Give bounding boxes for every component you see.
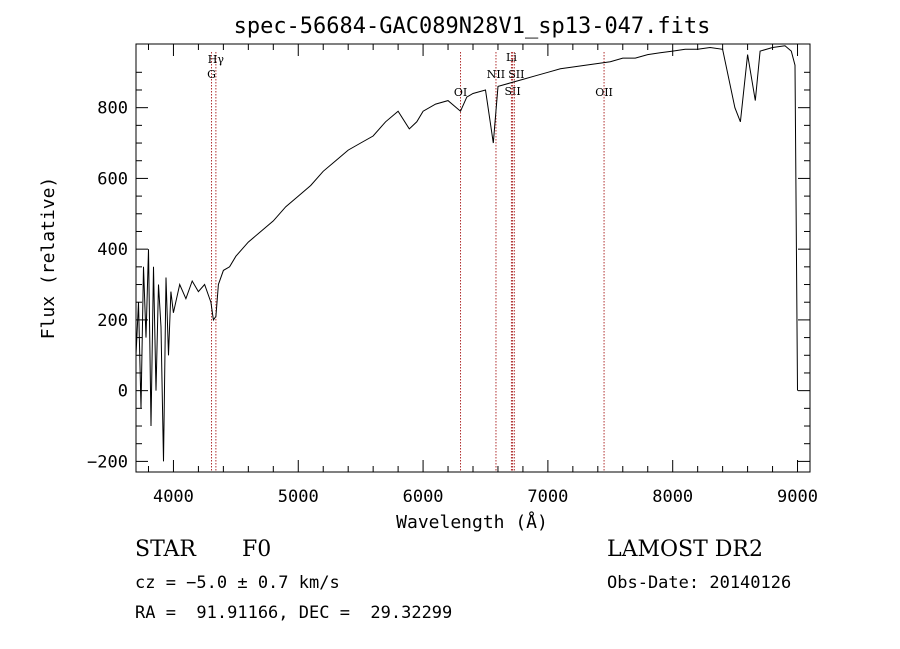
- observation-date: Obs-Date: 20140126: [607, 573, 792, 593]
- x-axis: 4000 5000 6000 7000 8000 9000: [147, 44, 818, 507]
- line-marker-label: Li: [506, 51, 517, 64]
- y-tick-label: 0: [118, 382, 128, 402]
- line-marker-label: OI: [454, 86, 467, 99]
- line-marker-label: NII: [487, 68, 505, 81]
- x-tick-label: 5000: [278, 487, 319, 507]
- sky-coordinates: RA = 91.91166, DEC = 29.32299: [135, 603, 453, 623]
- plot-frame: [135, 43, 811, 473]
- y-tick-label: 200: [97, 311, 128, 331]
- spectrum-line: [135, 45, 798, 462]
- chart-title: spec-56684-GAC089N28V1_sp13-047.fits: [234, 14, 711, 39]
- object-subclass: F0: [242, 537, 272, 562]
- x-axis-label: Wavelength (Å): [396, 511, 548, 533]
- line-marker-label: SII: [504, 85, 520, 98]
- y-axis-label: Flux (relative): [38, 177, 59, 340]
- y-tick-label: 400: [97, 240, 128, 260]
- y-tick-label: −200: [87, 452, 128, 472]
- y-axis: −200 0 200 400 600 800: [87, 71, 810, 472]
- object-class: STAR: [135, 537, 196, 562]
- line-marker-label: G: [207, 68, 216, 81]
- y-tick-label: 800: [97, 99, 128, 119]
- redshift-value: cz = −5.0 ± 0.7 km/s: [135, 573, 340, 593]
- survey-name: LAMOST DR2: [607, 537, 763, 562]
- line-marker-label: Hγ: [208, 53, 225, 66]
- x-tick-label: 8000: [652, 487, 693, 507]
- x-tick-label: 7000: [527, 487, 568, 507]
- line-marker-label: SII: [508, 68, 524, 81]
- x-tick-label: 4000: [153, 487, 194, 507]
- y-tick-label: 600: [97, 169, 128, 189]
- x-tick-label: 6000: [403, 487, 444, 507]
- x-tick-label: 9000: [777, 487, 818, 507]
- line-marker-label: OII: [595, 86, 613, 99]
